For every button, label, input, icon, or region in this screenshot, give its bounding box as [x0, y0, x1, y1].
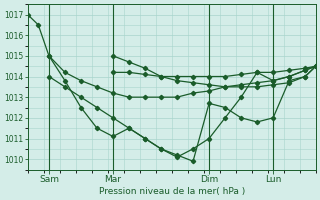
X-axis label: Pression niveau de la mer( hPa ): Pression niveau de la mer( hPa ) — [99, 187, 245, 196]
